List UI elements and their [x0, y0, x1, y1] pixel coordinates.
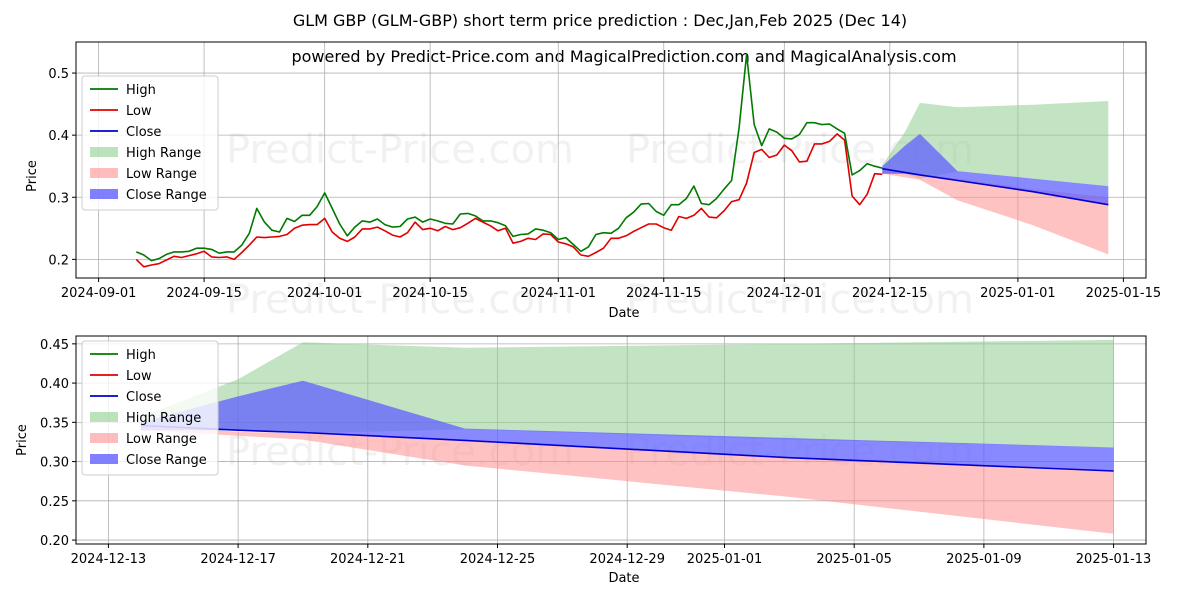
y-tick-label: 0.45	[40, 338, 69, 353]
legend-swatch	[90, 454, 118, 464]
x-tick-label: 2024-12-15	[852, 286, 928, 301]
x-tick-label: 2024-10-01	[287, 286, 363, 301]
x-tick-label: 2024-12-29	[589, 552, 665, 567]
legend-label: High Range	[126, 411, 201, 426]
legend-label: High	[126, 348, 156, 363]
x-tick-label: 2024-09-01	[61, 286, 137, 301]
top-panel-frame	[75, 41, 1147, 279]
legend-label: Close Range	[126, 453, 207, 468]
legend-label: Low Range	[126, 167, 197, 182]
legend-swatch	[90, 189, 118, 199]
x-tick-label: 2024-11-01	[520, 286, 596, 301]
legend-label: Close Range	[126, 188, 207, 203]
y-tick-label: 0.3	[48, 191, 69, 206]
top-panel: Predict-Price.com Predict-Price.com Pred…	[25, 41, 1162, 323]
legend-label: Low	[126, 369, 152, 384]
high-series-line	[135, 53, 883, 262]
bottom-panel-frame	[75, 335, 1147, 545]
x-tick-label: 2024-12-17	[200, 552, 276, 567]
low-series-line	[135, 133, 883, 268]
y-tick-label: 0.40	[40, 377, 69, 392]
top-y-axis-label: Price	[25, 160, 40, 192]
legend-swatch	[90, 168, 118, 178]
y-tick-label: 0.4	[48, 129, 69, 144]
legend-label: Close	[126, 390, 161, 405]
watermark: Predict-Price.com	[626, 277, 974, 323]
bottom-panel: Predict-Price.com Predict-Price.com 2024…	[15, 335, 1152, 586]
close-series-line	[882, 167, 1109, 206]
bottom-y-axis-label: Price	[15, 424, 30, 456]
bottom-x-axis-label: Date	[608, 571, 639, 586]
x-tick-label: 2024-12-01	[747, 286, 823, 301]
legend-label: Close	[126, 125, 161, 140]
y-tick-label: 0.25	[40, 495, 69, 510]
y-tick-label: 0.30	[40, 456, 69, 471]
y-tick-label: 0.2	[48, 253, 69, 268]
x-tick-label: 2024-10-15	[392, 286, 468, 301]
x-tick-label: 2024-12-13	[71, 552, 147, 567]
legend-swatch	[90, 147, 118, 157]
x-tick-label: 2024-11-15	[626, 286, 702, 301]
bottom-legend: High Low Close High Range Low Range Close Ran…	[81, 340, 219, 476]
low-range-band	[140, 425, 1114, 534]
top-legend: High Low Close High Range Low Range Close Ran…	[81, 75, 219, 211]
legend-label: High	[126, 83, 156, 98]
top-x-axis-label: Date	[608, 306, 639, 321]
x-tick-label: 2025-01-01	[687, 552, 763, 567]
chart-title: GLM GBP (GLM-GBP) short term price predi…	[293, 11, 907, 30]
chart-subtitle: powered by Predict-Price.com and Magical…	[291, 47, 956, 66]
x-tick-label: 2024-12-25	[460, 552, 536, 567]
x-tick-label: 2024-12-21	[330, 552, 406, 567]
legend-label: Low	[126, 104, 152, 119]
close-range-band	[882, 133, 1109, 205]
watermark: Predict-Price.com	[226, 277, 574, 323]
x-tick-label: 2025-01-01	[980, 286, 1056, 301]
x-tick-label: 2025-01-09	[946, 552, 1022, 567]
legend-label: High Range	[126, 146, 201, 161]
y-tick-label: 0.20	[40, 534, 69, 549]
x-tick-label: 2024-09-15	[166, 286, 242, 301]
y-tick-label: 0.35	[40, 416, 69, 431]
x-tick-label: 2025-01-13	[1076, 552, 1152, 567]
low-range-band	[882, 169, 1109, 255]
legend-swatch	[90, 433, 118, 443]
legend-label: Low Range	[126, 432, 197, 447]
x-tick-label: 2025-01-15	[1086, 286, 1162, 301]
watermark: Predict-Price.com	[226, 127, 574, 173]
legend-swatch	[90, 412, 118, 422]
y-tick-label: 0.5	[48, 67, 69, 82]
x-tick-label: 2025-01-05	[816, 552, 892, 567]
close-range-band	[140, 380, 1114, 471]
close-series-line	[140, 424, 1114, 472]
